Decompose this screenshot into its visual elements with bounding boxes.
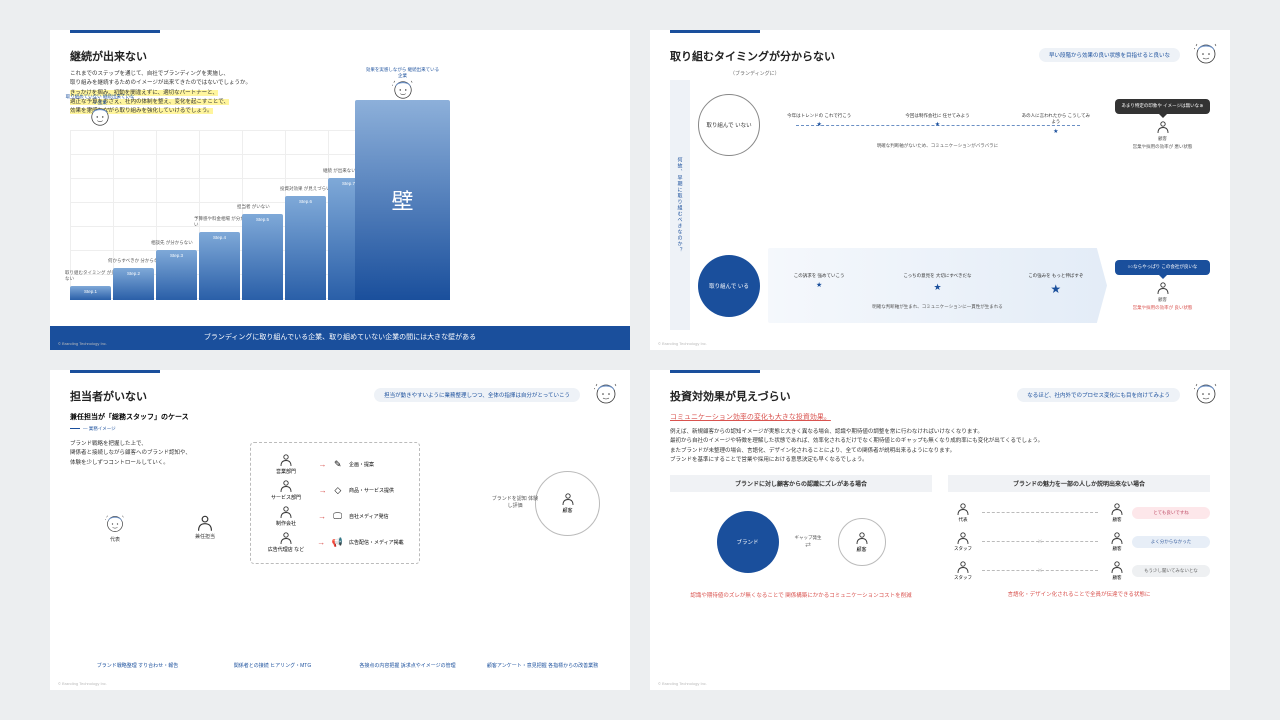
corp-left-label: 取り組めていない 継続出来ていない企業 bbox=[65, 94, 135, 130]
copyright: © Branding Technology Inc. bbox=[58, 681, 107, 686]
bottom-label: ブランド戦略整理 すり合わせ・報告 bbox=[70, 663, 205, 670]
row-engaged: 取り組んで いる この訴求を 強めていこう★ こっちの意見を 大切にすべきだな★ こ… bbox=[698, 233, 1210, 338]
head-icon bbox=[1194, 42, 1218, 66]
comparison-row: スタッフ×顧客よく分からなかった bbox=[948, 531, 1210, 552]
slide-title: 投資対効果が見えづらい bbox=[670, 388, 791, 404]
bottom-label: 顧客アンケート・意見把握 各指標からの改善業務 bbox=[475, 663, 610, 670]
brand-circle: ブランド bbox=[717, 511, 779, 573]
comparison-row: 代表顧客とても良いですね bbox=[948, 502, 1210, 523]
accent-bar bbox=[670, 30, 760, 33]
copyright: © Branding Technology Inc. bbox=[658, 681, 707, 686]
mid-box: 営業部門→✎企画・提案サービス部門→◇商品・サービス提供制作会社→🖵自社メディア… bbox=[250, 442, 420, 564]
wall-block: 壁 bbox=[355, 100, 450, 300]
slide-roi-unclear: 投資対効果が見えづらい なるほど、社内外でのプロセス変化にも目を向けてみよう コ… bbox=[650, 370, 1230, 690]
step-bar: Step.5 bbox=[242, 214, 283, 300]
accent-bar bbox=[70, 370, 160, 373]
slide-timing: 取り組むタイミングが分からない 早い段階から効果の良い状態を目指せると良いな 何… bbox=[650, 30, 1230, 350]
customer-circle: 顧客 bbox=[838, 518, 886, 566]
thought-pill: 早い段階から効果の良い状態を目指せると良いな bbox=[1039, 48, 1180, 62]
flow-point: 今回は制作会社に 任せてみよう★ bbox=[902, 113, 972, 136]
thought-pill: なるほど、社内外でのプロセス変化にも目を向けてみよう bbox=[1017, 388, 1180, 402]
slide-title: 取り組むタイミングが分からない bbox=[670, 48, 835, 64]
mid-row: 営業部門→✎企画・提案 bbox=[261, 453, 409, 475]
node-rep: 代表 bbox=[105, 514, 125, 543]
flow-point: こっちの意見を 大切にすべきだな★ bbox=[902, 273, 972, 298]
flow-diagram: 代表 兼任担当 営業部門→✎企画・提案サービス部門→◇商品・サービス提供制作会社… bbox=[70, 442, 610, 564]
step-bar: Step.4 bbox=[199, 232, 240, 300]
head-icon bbox=[594, 382, 618, 406]
headline: コミュニケーション効率の変化も大きな投資効果。 bbox=[670, 412, 1210, 422]
thought-pill: 担当が動きやすいように業務整理しつつ、全体の指揮は自分がとっていこう bbox=[374, 388, 580, 402]
speech-bubble: ○○ならやっぱり この会社が良いな bbox=[1115, 260, 1210, 274]
flow-point: この強みを もっと伸ばすぞ★ bbox=[1021, 273, 1091, 298]
bottom-label: 各接点の内容把握 訴求点やイメージの管理 bbox=[340, 663, 475, 670]
comparison-row: スタッフ×顧客もう少し聞いてみないとな bbox=[948, 560, 1210, 581]
slide-cant-continue: 継続が出来ない これまでのステップを通じて、自社でブランディングを実施し、 取り… bbox=[50, 30, 630, 350]
speech-bubble: あまり特定の印象や イメージは無いなぁ bbox=[1115, 99, 1210, 113]
corp-right-label: 効果を実感しながら 継続出来ている企業 bbox=[365, 67, 440, 103]
circle-yes: 取り組んで いる bbox=[698, 255, 760, 317]
slide-no-owner: 担当者がいない 担当が動きやすいように業務整理しつつ、全体の指揮は自分がとってい… bbox=[50, 370, 630, 690]
description: 例えば、新規顧客からの認知イメージが実態と大きく異なる場合、認識や期待値の調整を… bbox=[670, 428, 1210, 465]
col-left: ブランドに対し顧客からの認識にズレがある場合 ブランド ギャップ発生 ⇄ 顧客 … bbox=[670, 475, 932, 600]
slide-title: 継続が出来ない bbox=[70, 48, 147, 64]
accent-bar bbox=[70, 30, 160, 33]
step-bar: Step.1 bbox=[70, 286, 111, 300]
customer-side-label: ブランドを認知 体験し評価 bbox=[490, 496, 540, 510]
subtitle: 兼任担当が「総務スタッフ」のケース bbox=[70, 412, 610, 422]
bottom-label: 関係者との接続 ヒアリング・MTG bbox=[205, 663, 340, 670]
step-stairs: Step.1取り組むタイミング が分からないStep.2何からすべきか 分からな… bbox=[70, 130, 400, 300]
mid-row: 広告代理店 など→📢広告配信・メディア掲載 bbox=[261, 531, 409, 553]
customer-circle: 顧客 bbox=[535, 471, 600, 536]
step-bar: Step.2 bbox=[113, 268, 154, 300]
step-bar: Step.3 bbox=[156, 250, 197, 300]
bottom-labels: ブランド戦略整理 すり合わせ・報告関係者との接続 ヒアリング・MTG各接点の内容… bbox=[70, 663, 610, 670]
legend: — 業務イメージ bbox=[70, 426, 610, 432]
head-icon bbox=[1194, 382, 1218, 406]
copyright: © Branding Technology Inc. bbox=[58, 341, 107, 346]
flow-point: 今年はトレンドの これで行こう★ bbox=[784, 113, 854, 136]
step-bar: Step.6 bbox=[285, 196, 326, 300]
gap-label: ギャップ発生 ⇄ bbox=[795, 535, 822, 549]
mid-row: 制作会社→🖵自社メディア発信 bbox=[261, 505, 409, 527]
slide-title: 担当者がいない bbox=[70, 388, 147, 404]
flow-point: この訴求を 強めていこう★ bbox=[784, 273, 854, 298]
circle-not: 取り組んで いない bbox=[698, 94, 760, 156]
side-question: 何故、早期に取り組むべきなのか？ bbox=[670, 80, 690, 330]
mid-row: サービス部門→◇商品・サービス提供 bbox=[261, 479, 409, 501]
col-right: ブランドの魅力を一部の人しか説明出来ない場合 代表顧客とても良いですねスタッフ×… bbox=[948, 475, 1210, 600]
flow-point: あの人に言われたから こうしてみよう★ bbox=[1021, 113, 1091, 136]
node-tantou: 兼任担当 bbox=[195, 514, 215, 543]
copyright: © Branding Technology Inc. bbox=[658, 341, 707, 346]
slide-footer-banner: ブランディングに取り組んでいる企業、取り組めていない企業の間には大きな壁がある bbox=[50, 326, 630, 350]
row-not-engaged: 取り組んで いない 今年はトレンドの これで行こう★ 今回は制作会社に 任せてみよ… bbox=[698, 72, 1210, 177]
accent-bar bbox=[670, 370, 760, 373]
